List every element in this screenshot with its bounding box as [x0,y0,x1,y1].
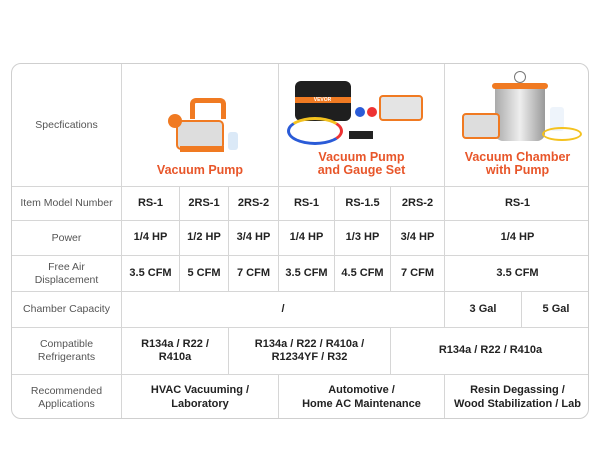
product-vacuum-pump-gauge-set: VEVOR Vacuum Pump and Gauge Set [279,64,445,187]
product-title-line1: Vacuum Chamber [464,149,571,164]
power-cell: 1/4 HP [445,221,588,256]
cfm-cell: 5 CFM [180,256,229,292]
power-cell: 1/2 HP [180,221,229,256]
cell-line: R134a / R22 / R410a [438,344,543,357]
power-cell: 3/4 HP [391,221,445,256]
spec-header-label: Specfications [12,64,122,187]
label-line: Refrigerants [37,351,96,363]
refrigerant-cell: R134a / R22 / R410a / R1234YF / R32 [229,328,391,375]
cell-line: HVAC Vacuuming / [150,384,250,397]
chamber-cell: 3 Gal [445,292,522,328]
product-vacuum-pump: Vacuum Pump [122,64,279,187]
power-cell: 1/3 HP [335,221,391,256]
label-line: Displacement [34,273,99,286]
label-line: Free Air [48,260,85,273]
power-cell: 1/4 HP [122,221,180,256]
application-cell: HVAC Vacuuming / Laboratory [122,375,279,418]
cfm-cell: 3.5 CFM [279,256,335,292]
cell-line: Home AC Maintenance [302,397,421,410]
row-label-model: Item Model Number [12,187,122,221]
label-line: Compatible [39,338,94,351]
model-cell: RS-1 [122,187,180,221]
row-label-chamber: Chamber Capacity [12,292,122,328]
application-cell: Automotive / Home AC Maintenance [279,375,445,418]
label-line: Recommended [30,384,103,397]
power-cell: 3/4 HP [229,221,279,256]
bag-logo: VEVOR [294,96,351,103]
model-cell: 2RS-1 [180,187,229,221]
chamber-cell: 5 Gal [522,292,588,328]
model-cell: RS-1.5 [335,187,391,221]
chamber-cell: / [122,292,445,328]
cell-line: R1234YF / R32 [271,351,348,363]
refrigerant-cell: R134a / R22 / R410a [122,328,229,375]
refrigerant-cell: R134a / R22 / R410a [391,328,588,375]
application-cell: Resin Degassing / Wood Stabilization / L… [445,375,588,418]
product-title-line2: with Pump [485,163,550,178]
model-cell: 2RS-2 [391,187,445,221]
vacuum-chamber-image [450,70,585,147]
cell-line: R134a / R22 / [141,337,209,350]
product-title-line2: and Gauge Set [317,163,406,178]
cfm-cell: 7 CFM [229,256,279,292]
cfm-cell: 3.5 CFM [445,256,588,292]
pump-gauge-set-image: VEVOR [286,77,437,147]
cell-line: Resin Degassing / [470,384,565,397]
product-vacuum-chamber-with-pump: Vacuum Chamber with Pump [445,64,588,187]
model-cell: 2RS-2 [229,187,279,221]
cell-line: R134a / R22 / R410a / [254,337,365,350]
cell-line: Laboratory [171,397,229,410]
model-cell: RS-1 [279,187,335,221]
cfm-cell: 3.5 CFM [122,256,180,292]
model-cell: RS-1 [445,187,588,221]
row-label-applications: Recommended Applications [12,375,122,418]
spec-comparison-table: Specfications Vacuum Pump VEVOR Vacuum P… [11,63,589,419]
product-title: Vacuum Pump [156,163,244,178]
label-line: Applications [38,397,95,410]
cfm-cell: 4.5 CFM [335,256,391,292]
cfm-cell: 7 CFM [391,256,445,292]
cell-line: R410a [158,351,192,363]
cell-line: Wood Stabilization / Lab [454,397,581,410]
vacuum-pump-image [140,90,260,160]
product-title-line1: Vacuum Pump [318,149,405,164]
row-label-refrigerants: Compatible Refrigerants [12,328,122,375]
cell-line: Automotive / [328,384,395,397]
row-label-cfm: Free Air Displacement [12,256,122,292]
power-cell: 1/4 HP [279,221,335,256]
row-label-power: Power [12,221,122,256]
